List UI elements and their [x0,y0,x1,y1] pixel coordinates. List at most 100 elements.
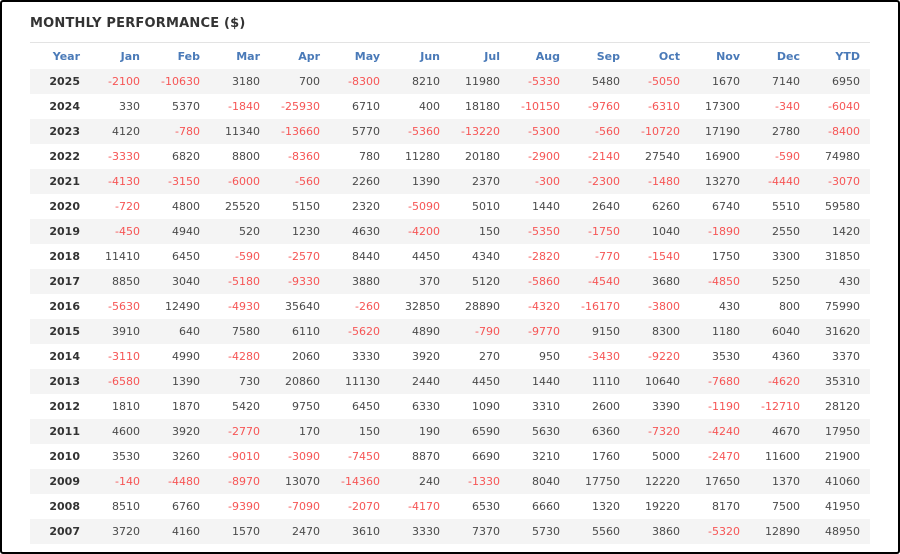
value-cell-2013-jul: 4450 [450,369,510,394]
value-cell-2020-jan: -720 [115,200,140,213]
year-cell: 2024 [49,100,80,113]
value-cell-2025-may: -8300 [330,69,390,94]
column-header-mar: Mar [236,49,260,63]
value-cell-2023-apr: -13660 [270,119,330,144]
value-cell-2018-dec: 3300 [772,250,800,263]
value-cell-2011-mar: -2770 [210,419,270,444]
value-cell-2008-feb: 6760 [172,500,200,513]
value-cell-2007-jun: 3330 [390,519,450,544]
value-cell-2018-oct: -1540 [648,250,680,263]
table-row-2018: 2018 11410 6450 -590 -2570 8440 4450 4340 -2820 -… [30,244,870,269]
value-cell-2018-feb: 6450 [172,250,200,263]
value-cell-2017-aug: -5860 [510,269,570,294]
value-cell-2007-apr: 2470 [270,519,330,544]
value-cell-2016-ytd: 75990 [825,300,860,313]
year-cell: 2019 [30,219,90,244]
value-cell-2008-oct: 19220 [645,500,680,513]
value-cell-2007-jan: 3720 [90,519,150,544]
value-cell-2025-oct: -5050 [630,69,690,94]
value-cell-2023-dec: 2780 [750,119,810,144]
value-cell-2019-aug: -5350 [510,219,570,244]
value-cell-2011-apr: 170 [270,419,330,444]
value-cell-2017-jan: 8850 [90,269,150,294]
table-row-2022: 2022 -3330 6820 8800 -8360 780 11280 20180 -2900… [30,144,870,169]
value-cell-2009-jan: -140 [90,469,150,494]
column-header-dec: Dec [776,49,800,63]
value-cell-2017-oct: 3680 [630,269,690,294]
table-row-2014: 2014 -3110 4990 -4280 2060 3330 3920 270 950 -343… [30,344,870,369]
value-cell-2019-feb: 4940 [150,219,210,244]
value-cell-2011-oct: -7320 [630,419,690,444]
year-cell: 2022 [49,150,80,163]
year-cell: 2018 [49,250,80,263]
value-cell-2011-nov: -4240 [690,419,750,444]
value-cell-2020-sep: 2640 [592,200,620,213]
table-row-2009: 2009 -140 -4480 -8970 13070 -14360 240 -1330 804… [30,469,870,494]
column-header-nov: Nov [716,49,740,63]
value-cell-2013-aug: 1440 [510,369,570,394]
column-header-apr: Apr [298,49,320,63]
value-cell-2020-nov: 6740 [712,200,740,213]
value-cell-2022-nov: 16900 [705,150,740,163]
value-cell-2022-feb: 6820 [172,150,200,163]
value-cell-2022-apr: -8360 [288,150,320,163]
value-cell-2007-ytd: 48950 [810,519,870,544]
value-cell-2018-ytd: 31850 [825,250,860,263]
performance-table: Year Jan Feb Mar Apr May Jun Jul Aug Sep Oct Nov Dec… [30,43,870,544]
value-cell-2024-oct: -6310 [648,100,680,113]
value-cell-2008-sep: 1320 [592,500,620,513]
value-cell-2018-nov: 1750 [712,250,740,263]
value-cell-2020-ytd: 59580 [825,200,860,213]
value-cell-2016-mar: -4930 [228,300,260,313]
value-cell-2023-nov: 17190 [690,119,750,144]
value-cell-2024-jun: 400 [419,100,440,113]
value-cell-2013-oct: 10640 [630,369,690,394]
value-cell-2017-sep: -4540 [570,269,630,294]
value-cell-2010-ytd: 21900 [825,450,860,463]
table-row-2015: 2015 3910 640 7580 6110 -5620 4890 -790 -9770 915… [30,319,870,344]
value-cell-2023-may: 5770 [330,119,390,144]
value-cell-2020-feb: 4800 [172,200,200,213]
value-cell-2008-nov: 8170 [712,500,740,513]
value-cell-2016-jul: 28890 [465,300,500,313]
value-cell-2016-feb: 12490 [165,300,200,313]
value-cell-2012-sep: 2600 [592,400,620,413]
column-header-sep: Sep [596,49,620,63]
value-cell-2014-jun: 3920 [412,350,440,363]
table-row-2011: 2011 4600 3920 -2770 170 150 190 6590 5630 6360 -7… [30,419,870,444]
value-cell-2015-nov: 1180 [690,319,750,344]
panel-title: MONTHLY PERFORMANCE ($) [30,16,246,31]
value-cell-2021-nov: 13270 [690,169,750,194]
value-cell-2008-jan: 8510 [112,500,140,513]
year-cell: 2010 [49,450,80,463]
value-cell-2010-apr: -3090 [288,450,320,463]
column-header-feb: Feb [177,49,200,63]
value-cell-2012-feb: 1870 [172,400,200,413]
value-cell-2010-may: -7450 [348,450,380,463]
value-cell-2015-apr: 6110 [270,319,330,344]
value-cell-2015-may: -5620 [330,319,390,344]
value-cell-2023-jun: -5360 [390,119,450,144]
value-cell-2015-feb: 640 [150,319,210,344]
value-cell-2008-aug: 6660 [532,500,560,513]
value-cell-2012-may: 6450 [352,400,380,413]
table-row-2016: 2016 -5630 12490 -4930 35640 -260 32850 28890 -4… [30,294,870,319]
value-cell-2010-nov: -2470 [708,450,740,463]
value-cell-2024-jul: 18180 [465,100,500,113]
value-cell-2009-mar: -8970 [210,469,270,494]
value-cell-2015-jan: 3910 [90,319,150,344]
value-cell-2011-sep: 6360 [570,419,630,444]
value-cell-2008-ytd: 41950 [825,500,860,513]
value-cell-2009-ytd: 41060 [810,469,870,494]
value-cell-2014-apr: 2060 [292,350,320,363]
value-cell-2022-dec: -590 [775,150,800,163]
value-cell-2019-ytd: 1420 [810,219,870,244]
table-row-2023: 2023 4120 -780 11340 -13660 5770 -5360 -13220 -5… [30,119,870,144]
value-cell-2013-ytd: 35310 [810,369,870,394]
value-cell-2017-feb: 3040 [150,269,210,294]
value-cell-2014-mar: -4280 [228,350,260,363]
value-cell-2013-nov: -7680 [690,369,750,394]
value-cell-2015-jul: -790 [450,319,510,344]
value-cell-2010-aug: 3210 [532,450,560,463]
year-cell: 2016 [49,300,80,313]
